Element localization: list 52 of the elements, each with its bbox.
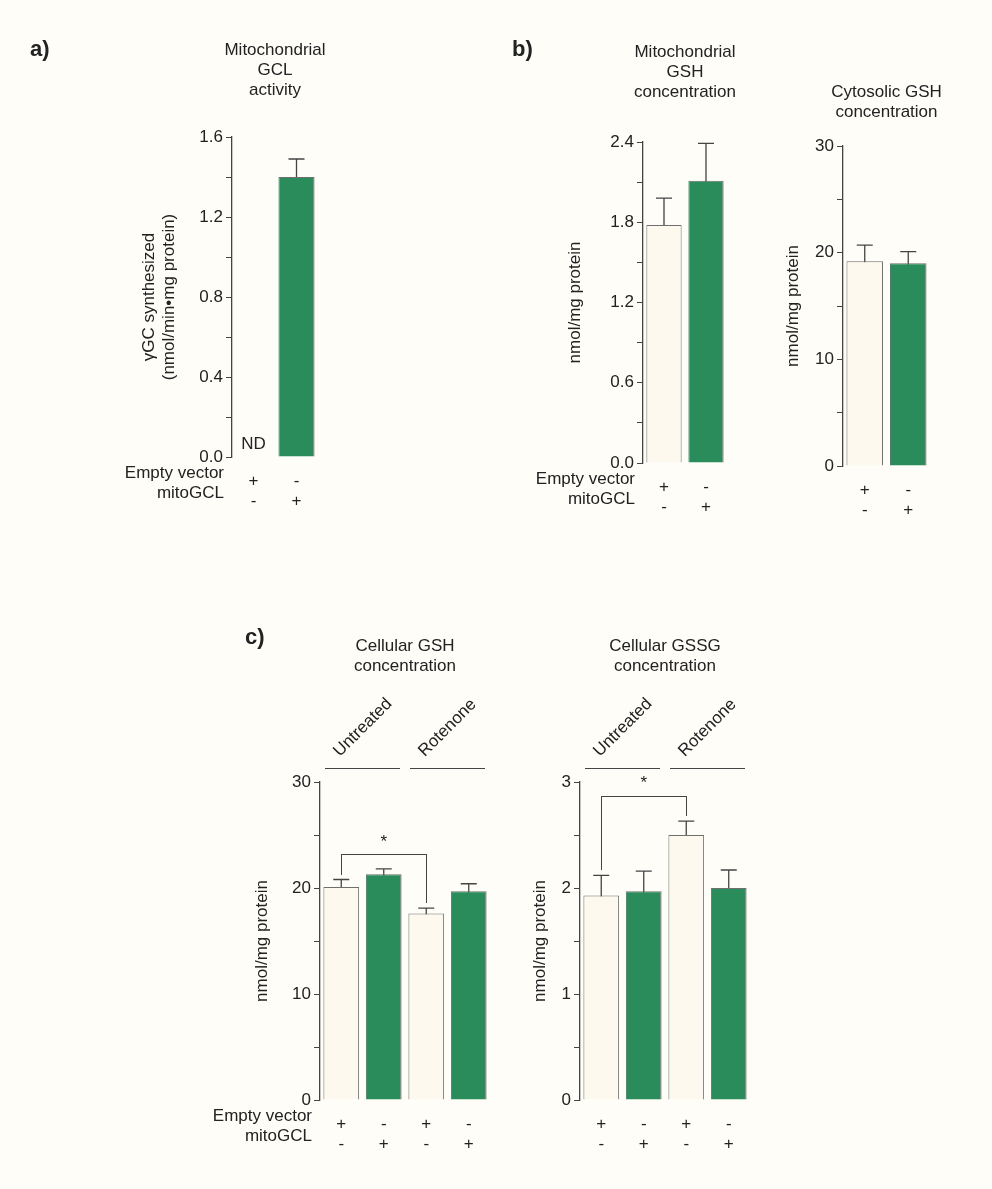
y-axis-title: nmol/mg protein <box>529 880 549 1002</box>
y-axis-title: nmol/mg protein <box>564 241 584 364</box>
x-tick-label: + - <box>336 1113 347 1154</box>
chart-title: Cellular GSH concentration <box>353 636 457 676</box>
y-axis-title: nmol/mg protein <box>782 245 802 367</box>
x-tick-label: - + <box>378 1113 389 1154</box>
x-tick-label: + - <box>421 1113 432 1154</box>
y-tick-label: 2.4 <box>610 131 634 151</box>
y-tick-label: 20 <box>815 242 834 262</box>
text: mitoGCL <box>567 489 635 509</box>
x-tick-label: - + <box>723 1113 734 1154</box>
y-tick-label: 1 <box>561 983 571 1003</box>
text: mitoGCL <box>156 483 224 503</box>
y-tick-label: 0.8 <box>199 286 223 306</box>
x-tick-label: - + <box>291 470 302 511</box>
y-tick-label: 0.6 <box>610 372 634 392</box>
y-tick-label: 30 <box>292 771 311 791</box>
text: c) <box>245 624 265 650</box>
chart-title: Mitochondrial GCL activity <box>224 40 326 100</box>
y-tick-label: 1.6 <box>199 126 223 146</box>
x-tick-label: - + <box>903 479 914 520</box>
y-tick-label: 20 <box>292 877 311 897</box>
annotation: * <box>380 831 388 851</box>
y-tick-label: 1.2 <box>610 292 634 312</box>
y-tick-label: 0 <box>561 1089 571 1109</box>
y-tick-label: 10 <box>292 983 311 1003</box>
y-tick-label: 0.4 <box>199 366 223 386</box>
text: a) <box>30 36 50 62</box>
y-tick-label: 2 <box>561 877 571 897</box>
text: mitoGCL <box>244 1126 312 1146</box>
x-tick-label: + - <box>681 1113 692 1154</box>
x-tick-label: - + <box>701 476 712 517</box>
y-tick-label: 30 <box>815 135 834 155</box>
x-tick-label: + - <box>859 479 870 520</box>
y-axis-title: γGC synthesized (nmol/min•mg protein) <box>138 213 179 381</box>
data-label: ND <box>241 434 266 454</box>
y-tick-label: 10 <box>815 349 834 369</box>
text: b) <box>512 36 533 62</box>
x-tick-label: + - <box>596 1113 607 1154</box>
x-tick-label: - + <box>638 1113 649 1154</box>
annotation: * <box>640 773 648 793</box>
chart-title: Cellular GSSG concentration <box>609 636 721 676</box>
x-tick-label: + - <box>659 476 670 517</box>
x-tick-label: - + <box>463 1113 474 1154</box>
x-tick-label: + - <box>248 470 259 511</box>
y-tick-label: 1.8 <box>610 211 634 231</box>
chart-title: Mitochondrial GSH concentration <box>633 42 737 102</box>
y-tick-label: 0 <box>824 455 834 475</box>
chart-title: Cytosolic GSH concentration <box>831 82 942 122</box>
y-tick-label: 1.2 <box>199 206 223 226</box>
y-tick-label: 3 <box>561 771 571 791</box>
y-axis-title: nmol/mg protein <box>251 880 271 1002</box>
